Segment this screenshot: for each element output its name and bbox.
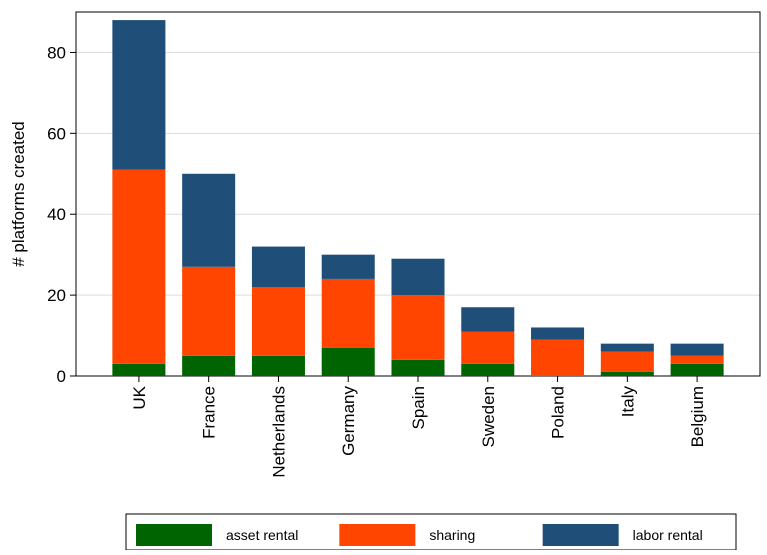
bar-segment (461, 307, 515, 332)
x-tick-label: Poland (549, 386, 568, 439)
legend-swatch (542, 524, 619, 546)
bar-segment (391, 295, 445, 360)
bar-segment (182, 266, 236, 356)
legend-swatch (136, 524, 212, 546)
x-tick-label: France (200, 386, 219, 439)
y-tick-label: 20 (47, 286, 66, 305)
x-tick-label: Italy (618, 386, 637, 418)
y-tick-label: 40 (47, 205, 66, 224)
legend-label: asset rental (226, 527, 298, 543)
bar-segment (600, 351, 654, 372)
bar-segment (112, 363, 166, 376)
y-tick-label: 0 (57, 367, 66, 386)
bar-segment (321, 254, 375, 279)
bar-segment (531, 339, 585, 376)
y-tick-label: 80 (47, 43, 66, 62)
bar-segment (321, 278, 375, 348)
bar-segment (391, 258, 445, 296)
x-tick-label: UK (130, 385, 149, 409)
legend-label: labor rental (633, 527, 703, 543)
bar-segment (461, 363, 515, 376)
bar-segment (670, 363, 724, 376)
bar-segment (600, 371, 654, 376)
y-axis: 0 20 40 60 80 (47, 43, 76, 386)
legend-box (125, 513, 737, 551)
y-axis-label: # platforms created (9, 121, 28, 267)
x-axis: UK France Netherlands Germany Spain Sweden Pol… (130, 376, 707, 478)
y-tick-label: 60 (47, 124, 66, 143)
bar-segment (531, 327, 585, 340)
x-tick-label: Sweden (479, 386, 498, 447)
bar-segment (251, 355, 305, 376)
bar-segment (321, 347, 375, 376)
bar-segment (251, 246, 305, 288)
bar-segment (112, 169, 166, 364)
x-tick-label: Spain (409, 386, 428, 429)
bar-segment (251, 287, 305, 356)
legend: asset rental sharing labor rental (125, 513, 737, 551)
bar-segment (182, 355, 236, 376)
legend-swatch (339, 524, 416, 546)
x-tick-label: Netherlands (269, 386, 288, 478)
x-tick-label: Belgium (688, 386, 707, 447)
bar-segment (112, 20, 166, 170)
bar-segment (670, 355, 724, 364)
legend-label: sharing (429, 527, 475, 543)
bar-segment (670, 343, 724, 356)
bar-segment (461, 331, 515, 364)
bars (112, 20, 724, 376)
bar-segment (391, 359, 445, 376)
bar-segment (600, 343, 654, 352)
bar-segment (182, 173, 236, 267)
x-tick-label: Germany (339, 386, 358, 456)
